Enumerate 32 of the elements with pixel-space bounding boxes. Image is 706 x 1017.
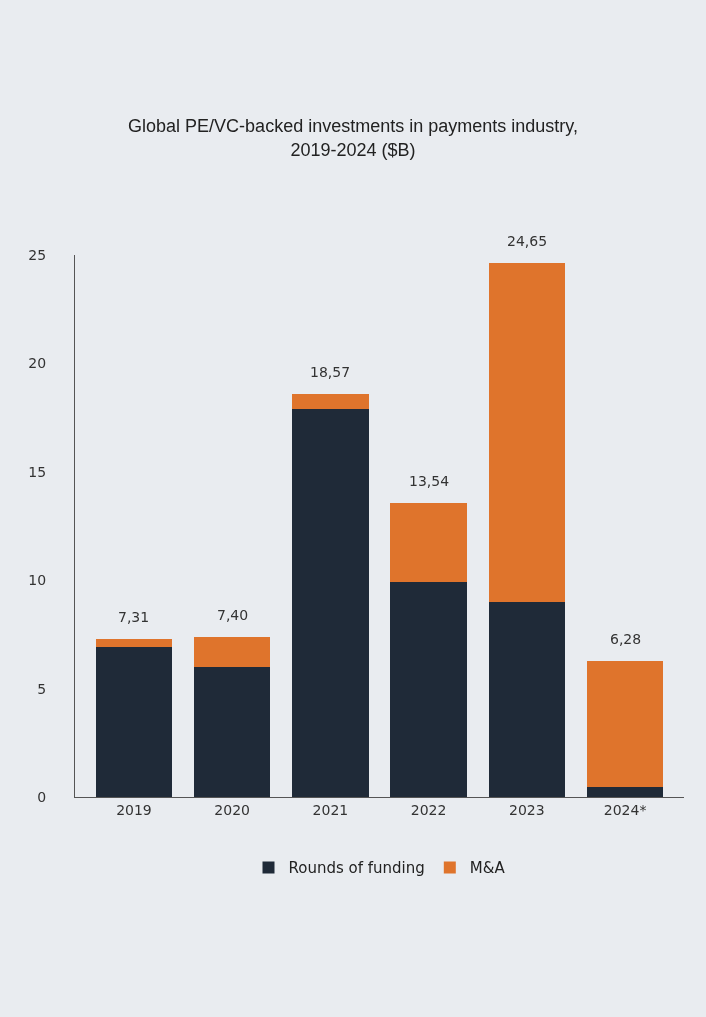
y-tick-label: 10 (28, 572, 47, 589)
bar (193, 636, 271, 667)
bar (390, 582, 467, 797)
total-label: 7,31 (118, 609, 150, 625)
bar (390, 503, 467, 583)
bar (488, 601, 566, 797)
bar (488, 262, 566, 602)
bar (95, 647, 173, 797)
y-tick-label: 25 (28, 246, 47, 263)
chart-title: Global PE/VC-backed investments in payments industry, 2019-2024 ($B) (128, 116, 578, 160)
x-tick-label: 2021 (312, 801, 349, 818)
x-tick-label: 2024* (603, 801, 647, 818)
x-tick-label: 2023 (509, 801, 545, 818)
y-tick-label: 5 (37, 680, 47, 697)
total-label: 18,57 (310, 364, 351, 380)
legend-label: M&A (469, 859, 506, 878)
x-tick-label: 2022 (410, 801, 447, 818)
bar (292, 394, 369, 409)
legend-label: Rounds of funding (288, 859, 425, 878)
y-tick-label: 0 (37, 788, 47, 805)
bar (586, 660, 664, 788)
bar (193, 666, 271, 797)
y-tick-label: 15 (28, 463, 47, 480)
bar (586, 787, 664, 797)
y-tick-label: 20 (28, 355, 47, 372)
total-label: 6,28 (610, 631, 642, 647)
bar (292, 408, 369, 797)
total-label: 24,65 (507, 233, 548, 249)
total-label: 7,40 (217, 607, 249, 623)
x-tick-label: 2020 (214, 801, 250, 818)
x-tick-label: 2019 (116, 801, 152, 818)
total-label: 13,54 (409, 473, 450, 489)
